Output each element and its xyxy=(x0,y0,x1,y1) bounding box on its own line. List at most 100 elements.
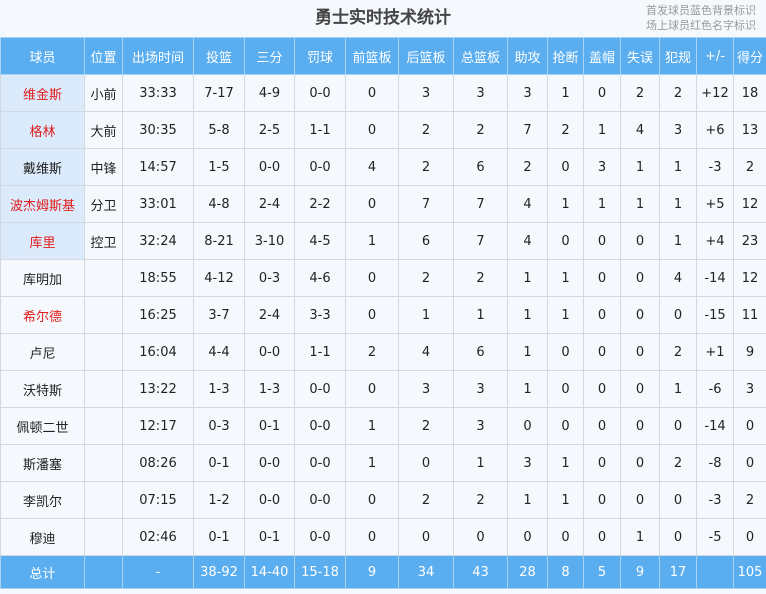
stat-cell: 2 xyxy=(345,333,399,371)
player-name[interactable]: 戴维斯 xyxy=(0,148,85,186)
stat-cell: 1 xyxy=(547,296,584,334)
stat-cell: 08:26 xyxy=(122,444,194,482)
player-name[interactable]: 波杰姆斯基 xyxy=(0,185,85,223)
stat-cell: 1 xyxy=(345,222,399,260)
column-header[interactable]: +/- xyxy=(696,37,734,75)
stat-cell: 2 xyxy=(453,481,508,519)
stat-cell: 1 xyxy=(583,185,621,223)
total-cell: 9 xyxy=(345,555,399,589)
player-name[interactable]: 沃特斯 xyxy=(0,370,85,408)
stat-cell: 0 xyxy=(583,333,621,371)
column-header[interactable]: 罚球 xyxy=(294,37,346,75)
total-cell: 总计 xyxy=(0,555,85,589)
player-name[interactable]: 李凯尔 xyxy=(0,481,85,519)
stat-cell: 7 xyxy=(453,222,508,260)
stat-cell: 1 xyxy=(398,296,454,334)
stat-cell: 0 xyxy=(583,518,621,556)
stat-cell: 0-1 xyxy=(244,407,295,445)
stat-cell: 2 xyxy=(659,74,697,112)
legend-note: 首发球员蓝色背景标识 场上球员红色名字标识 xyxy=(646,3,756,33)
stat-cell xyxy=(84,259,123,297)
stat-cell: 0-3 xyxy=(193,407,245,445)
column-header[interactable]: 位置 xyxy=(84,37,123,75)
stat-cell: 1 xyxy=(547,444,584,482)
stat-cell: 0 xyxy=(547,222,584,260)
stat-cell: 0 xyxy=(398,518,454,556)
column-header[interactable]: 球员 xyxy=(0,37,85,75)
stat-cell: 0-0 xyxy=(244,148,295,186)
stat-cell: 0-3 xyxy=(244,259,295,297)
player-name[interactable]: 斯潘塞 xyxy=(0,444,85,482)
stat-cell: 3 xyxy=(659,111,697,149)
stat-cell: 0 xyxy=(547,407,584,445)
column-header[interactable]: 前篮板 xyxy=(345,37,399,75)
stat-cell: +4 xyxy=(696,222,734,260)
column-header[interactable]: 得分 xyxy=(733,37,766,75)
stat-cell xyxy=(84,370,123,408)
stat-cell: -3 xyxy=(696,481,734,519)
column-header[interactable]: 总篮板 xyxy=(453,37,508,75)
column-header[interactable]: 出场时间 xyxy=(122,37,194,75)
stat-cell: 32:24 xyxy=(122,222,194,260)
stat-cell: 18 xyxy=(733,74,766,112)
column-header[interactable]: 抢断 xyxy=(547,37,584,75)
stat-cell: 0 xyxy=(345,74,399,112)
stat-cell: 1 xyxy=(507,296,548,334)
stat-cell: 3 xyxy=(733,370,766,408)
stat-cell: 2-5 xyxy=(244,111,295,149)
player-row: 穆迪 02:46 0-1 0-1 0-0 0 0 0 0 0 0 1 0 -5 0 xyxy=(0,518,766,556)
stat-cell: 0 xyxy=(547,333,584,371)
player-name[interactable]: 穆迪 xyxy=(0,518,85,556)
stat-cell: 30:35 xyxy=(122,111,194,149)
stat-cell: -14 xyxy=(696,259,734,297)
stat-cell: -8 xyxy=(696,444,734,482)
stat-cell: 0 xyxy=(547,370,584,408)
stat-cell: 0 xyxy=(583,296,621,334)
player-name[interactable]: 希尔德 xyxy=(0,296,85,334)
player-name[interactable]: 库里 xyxy=(0,222,85,260)
stat-cell: 1 xyxy=(547,74,584,112)
stat-cell: 0 xyxy=(620,333,660,371)
player-name[interactable]: 佩顿二世 xyxy=(0,407,85,445)
stat-cell: 4 xyxy=(507,222,548,260)
player-name[interactable]: 格林 xyxy=(0,111,85,149)
player-name[interactable]: 卢尼 xyxy=(0,333,85,371)
player-name[interactable]: 库明加 xyxy=(0,259,85,297)
stat-cell: 9 xyxy=(733,333,766,371)
stat-cell: 33:33 xyxy=(122,74,194,112)
stat-cell: 0 xyxy=(583,222,621,260)
stat-cell: 0-0 xyxy=(294,444,346,482)
column-header[interactable]: 失误 xyxy=(620,37,660,75)
stat-cell: 11 xyxy=(733,296,766,334)
stat-cell: 0 xyxy=(583,444,621,482)
column-header[interactable]: 犯规 xyxy=(659,37,697,75)
column-header[interactable]: 三分 xyxy=(244,37,295,75)
stat-cell: -5 xyxy=(696,518,734,556)
stat-cell: 3 xyxy=(453,74,508,112)
stat-cell: 中锋 xyxy=(84,148,123,186)
column-header[interactable]: 助攻 xyxy=(507,37,548,75)
column-header[interactable]: 投篮 xyxy=(193,37,245,75)
column-header[interactable]: 后篮板 xyxy=(398,37,454,75)
stat-cell: 4 xyxy=(345,148,399,186)
stat-cell: 0 xyxy=(453,518,508,556)
stat-cell: 控卫 xyxy=(84,222,123,260)
stat-cell: 4-9 xyxy=(244,74,295,112)
player-name[interactable]: 维金斯 xyxy=(0,74,85,112)
box-score-table: 球员 位置 出场时间 投篮 三分 罚球 前篮板 后篮板 总篮板 助攻 抢断 盖帽 失误 犯规 +/- 得分 维… xyxy=(0,37,766,589)
stat-cell: 分卫 xyxy=(84,185,123,223)
total-cell: 34 xyxy=(398,555,454,589)
total-cell: 15-18 xyxy=(294,555,346,589)
stat-cell: 0 xyxy=(659,296,697,334)
stat-cell xyxy=(84,407,123,445)
total-cell: - xyxy=(122,555,194,589)
stat-cell: 0 xyxy=(620,222,660,260)
stat-cell: 23 xyxy=(733,222,766,260)
total-cell: 17 xyxy=(659,555,697,589)
stat-cell: +5 xyxy=(696,185,734,223)
total-cell: 14-40 xyxy=(244,555,295,589)
player-row: 卢尼 16:04 4-4 0-0 1-1 2 4 6 1 0 0 0 2 +1 9 xyxy=(0,333,766,371)
stat-cell: 6 xyxy=(453,148,508,186)
stat-cell: 1-1 xyxy=(294,333,346,371)
column-header[interactable]: 盖帽 xyxy=(583,37,621,75)
